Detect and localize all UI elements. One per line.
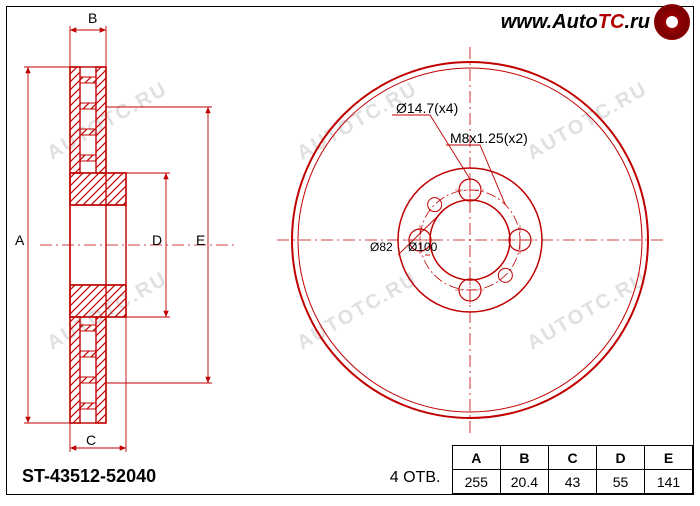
th-A: A [452, 446, 500, 470]
callout-bore: Ø82 [370, 240, 393, 254]
callout-pcd: Ø100 [408, 240, 437, 254]
callout-bolt: Ø14.7(x4) [396, 100, 458, 116]
td-D: 55 [597, 470, 645, 494]
dim-B-label: B [88, 10, 97, 26]
dimension-table: A B C D E 255 20.4 43 55 141 [452, 445, 693, 494]
dim-A-label: A [15, 232, 24, 248]
td-C: 43 [549, 470, 597, 494]
td-B: 20.4 [500, 470, 548, 494]
th-C: C [549, 446, 597, 470]
holes-count-label: 4 ОТВ. [390, 469, 441, 487]
td-E: 141 [645, 470, 693, 494]
dim-D-label: D [152, 232, 162, 248]
dim-C-label: C [86, 432, 96, 448]
table-value-row: 255 20.4 43 55 141 [452, 470, 692, 494]
callout-thread: M8x1.25(x2) [450, 130, 528, 146]
part-number: ST-43512-52040 [22, 466, 156, 487]
table-header-row: A B C D E [452, 446, 692, 470]
th-B: B [500, 446, 548, 470]
th-E: E [645, 446, 693, 470]
dim-E-label: E [196, 232, 205, 248]
td-A: 255 [452, 470, 500, 494]
th-D: D [597, 446, 645, 470]
technical-drawing [0, 0, 700, 501]
